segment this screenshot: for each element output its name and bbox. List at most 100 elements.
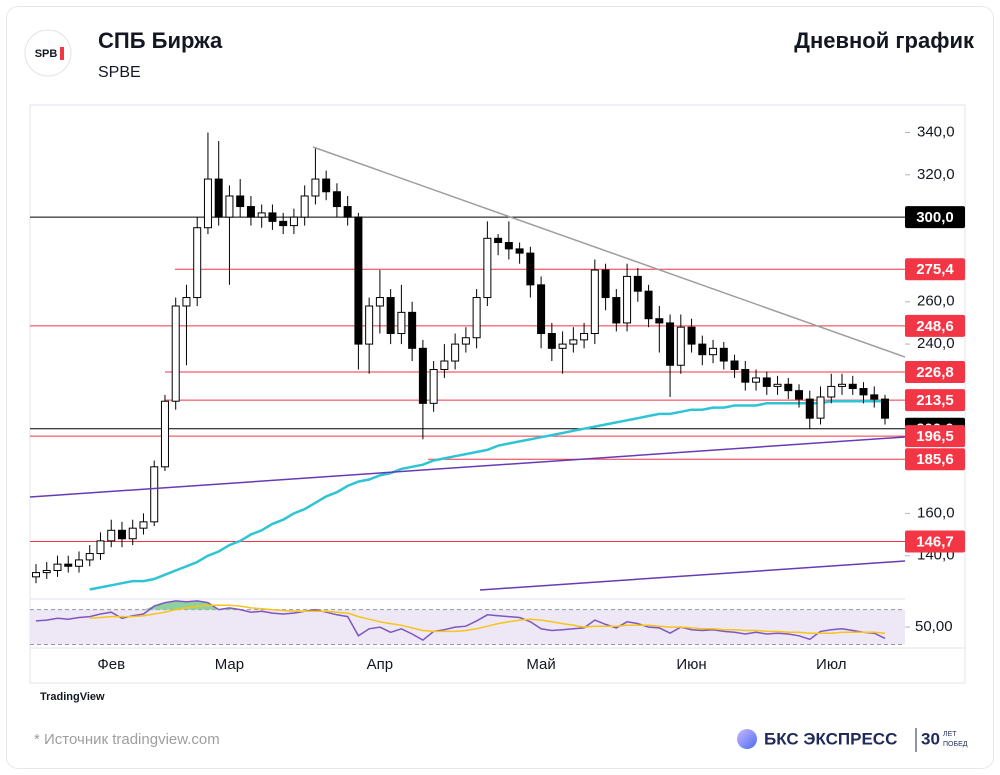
candle-body: [644, 290, 653, 320]
anniversary-years: ЛЕТ: [943, 731, 957, 738]
candle-body: [96, 540, 105, 555]
candle-body: [838, 383, 847, 387]
candle-body: [633, 275, 642, 292]
candle-body: [848, 383, 857, 390]
level-box: [905, 425, 965, 448]
candle-body: [74, 559, 83, 567]
level-label: 185,6: [916, 451, 954, 468]
candle-body: [805, 398, 814, 419]
candle-body: [515, 248, 524, 254]
level-label: 300,0: [916, 209, 954, 226]
candle-body: [397, 311, 406, 335]
candle-body: [268, 212, 277, 222]
candle-body: [881, 398, 889, 419]
x-tick-label: Мар: [215, 656, 244, 673]
rsi-line: [89, 604, 886, 634]
axes: 340,0320,0260,0240,0160,0140,0300,0275,4…: [97, 123, 965, 673]
level-label: 213,5: [916, 392, 954, 409]
anniversary: 30: [921, 729, 940, 748]
brand: БКС ЭКСПРЕСС: [764, 729, 897, 748]
candle-body: [827, 385, 836, 398]
candle-body: [214, 178, 223, 218]
candle-body: [332, 191, 341, 208]
candle-body: [343, 206, 352, 218]
candle-body: [53, 563, 62, 571]
logo-circle: [24, 29, 72, 77]
candle-body: [676, 326, 685, 366]
candle-body: [279, 220, 288, 227]
candle-body: [246, 206, 255, 218]
candle-body: [762, 377, 771, 387]
candle-body: [32, 572, 40, 578]
candle-body: [709, 347, 718, 356]
level-box: [905, 530, 965, 553]
anniversary-victory: ПОБЕД: [943, 741, 968, 748]
candle-body: [601, 269, 610, 299]
candle-body: [461, 337, 470, 345]
candle-body: [107, 529, 116, 542]
pane-border: [29, 104, 966, 684]
y-tick-label: 320,0: [917, 166, 955, 183]
x-tick-label: Июн: [676, 656, 706, 673]
candle-body: [440, 360, 449, 370]
candle-body: [193, 227, 202, 299]
candle-body: [859, 388, 868, 396]
logo-mark: [60, 47, 64, 60]
x-tick-label: Май: [526, 656, 555, 673]
level-label: 275,4: [916, 261, 954, 278]
level-label: 226,8: [916, 364, 954, 381]
rsi-pane: [30, 600, 905, 646]
candle-body: [182, 297, 191, 307]
level-box: [905, 258, 965, 281]
candle-body: [655, 318, 664, 324]
logo: SPB: [35, 48, 58, 60]
level-box: [905, 448, 965, 471]
watermark: TradingView: [40, 691, 105, 703]
rsi-band: [30, 609, 905, 645]
candle-body: [322, 178, 331, 193]
rsi-overbought: [36, 600, 885, 610]
brand-icon: [737, 729, 757, 749]
subtitle: SPBE: [98, 64, 141, 81]
candle-body: [795, 390, 804, 400]
level-label: 196,5: [916, 428, 954, 445]
candle-body: [408, 311, 417, 349]
level-box: [905, 206, 965, 229]
y-tick-label: 50,00: [915, 618, 953, 635]
candle-body: [698, 343, 707, 356]
candle-body: [171, 305, 180, 402]
candle-body: [752, 377, 761, 383]
candle-body: [139, 521, 148, 529]
candle-body: [117, 529, 126, 540]
x-tick-label: Июл: [816, 656, 846, 673]
candle-body: [569, 339, 578, 345]
y-tick-label: 240,0: [917, 335, 955, 352]
right-title: Дневной график: [794, 28, 975, 53]
trend-line: [479, 560, 905, 591]
candle-body: [558, 343, 567, 349]
candle-body: [451, 343, 460, 362]
candle-body: [537, 284, 546, 335]
level-label: 248,6: [916, 318, 954, 335]
candle-body: [42, 569, 51, 574]
candle-body: [418, 347, 427, 404]
candle-body: [64, 563, 73, 567]
candle-body: [300, 195, 309, 218]
candle-body: [687, 326, 696, 345]
trend-line: [30, 436, 905, 498]
candle-body: [257, 212, 266, 218]
x-tick-label: Апр: [367, 656, 393, 673]
trend-line: [312, 146, 905, 358]
level-box: [905, 314, 965, 337]
candle-body: [85, 553, 94, 561]
candle-body: [483, 237, 492, 299]
source: * Источник tradingview.com: [34, 731, 220, 748]
candle-body: [386, 297, 395, 335]
candle-body: [816, 396, 825, 419]
trend-lines: [30, 146, 905, 591]
y-tick-label: 340,0: [917, 123, 955, 140]
y-tick-label: 160,0: [917, 504, 955, 521]
candle-body: [311, 178, 320, 197]
candle-body: [741, 368, 750, 383]
